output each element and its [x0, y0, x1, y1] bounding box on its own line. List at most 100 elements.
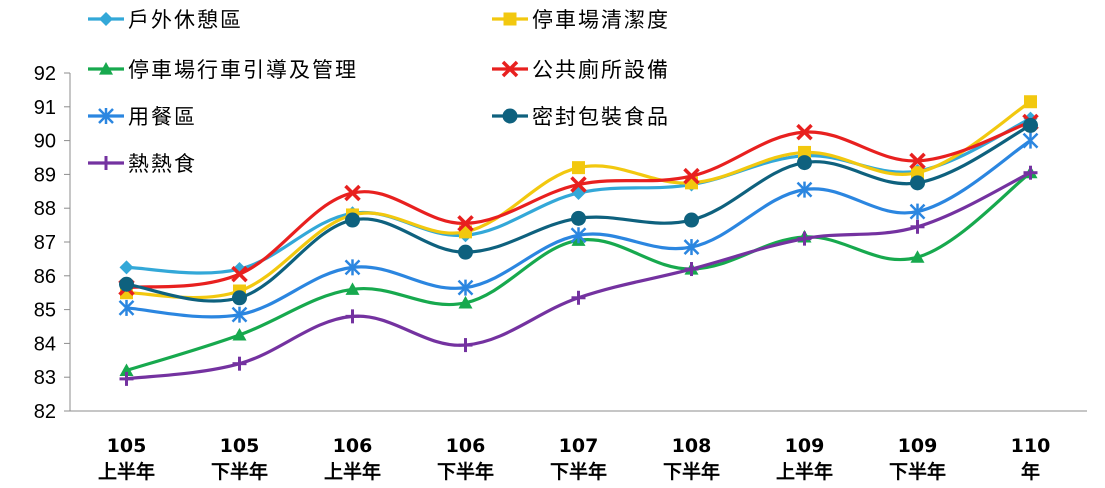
legend-label: 停車場行車引導及管理 [128, 58, 358, 82]
data-point-stroke [909, 152, 926, 170]
y-tick-label: 89 [34, 164, 56, 186]
x-tick-label-period: 上半年 [98, 460, 155, 483]
legend-label: 停車場清潔度 [532, 8, 670, 32]
x-tick-label-year: 107 [559, 435, 599, 457]
data-point [503, 12, 517, 26]
data-point [1023, 117, 1038, 133]
series-3 [118, 113, 1039, 296]
series-0 [119, 111, 1038, 277]
data-point [118, 299, 135, 316]
legend-label: 公共廁所設備 [532, 58, 670, 82]
data-point [684, 212, 699, 228]
data-point [458, 338, 473, 353]
data-point-stroke [501, 60, 519, 78]
data-point [458, 244, 473, 260]
data-point [797, 155, 812, 171]
x-tick-label-period: 下半年 [211, 460, 268, 483]
data-point [345, 282, 360, 295]
legend-item: 用餐區 [88, 105, 197, 129]
data-point [1022, 132, 1039, 149]
legend-item: 公共廁所設備 [492, 58, 670, 82]
y-tick-label: 83 [34, 367, 56, 389]
x-tick-label-year: 105 [107, 435, 147, 457]
legend-item: 停車場行車引導及管理 [88, 58, 358, 82]
data-point [502, 108, 518, 124]
series-4 [118, 132, 1039, 323]
series-6 [119, 165, 1038, 386]
y-tick-label: 92 [34, 63, 56, 85]
data-point [570, 176, 587, 193]
y-tick-label: 85 [34, 300, 56, 322]
series-line [126, 171, 1032, 372]
x-tick-label-period: 上半年 [776, 460, 833, 483]
data-point [232, 290, 247, 306]
data-point [572, 161, 585, 175]
data-point [119, 260, 134, 275]
data-point [119, 276, 134, 292]
data-point-stroke [231, 265, 248, 283]
data-point-stroke [570, 176, 587, 193]
data-point-stroke [457, 215, 474, 232]
x-tick-label-period: 年 [1021, 460, 1040, 483]
x-tick-label-period: 下半年 [437, 460, 494, 483]
data-point [119, 371, 134, 386]
x-tick-label-year: 106 [446, 435, 486, 457]
data-point [798, 145, 811, 159]
legend-label: 熱熱食 [128, 152, 197, 176]
data-point [684, 262, 699, 277]
data-point [570, 227, 587, 244]
data-point [683, 167, 700, 185]
series-line [126, 171, 1032, 381]
x-tick-label-period: 下半年 [663, 460, 720, 483]
data-point [909, 152, 926, 170]
data-point [344, 259, 361, 276]
data-point [99, 62, 113, 75]
data-point [796, 123, 813, 141]
data-point [797, 231, 812, 246]
y-tick-label: 88 [34, 198, 56, 220]
data-point [1023, 165, 1038, 180]
series-line [126, 120, 1032, 290]
data-point-stroke [683, 167, 700, 185]
x-tick-label-year: 106 [333, 435, 373, 457]
data-point [232, 327, 247, 341]
y-tick-label: 84 [34, 333, 56, 355]
legend-item: 熱熱食 [88, 152, 197, 176]
x-tick-label-year: 108 [672, 435, 712, 457]
data-point [909, 203, 926, 220]
data-point [344, 184, 361, 202]
data-point [232, 356, 247, 371]
data-point [910, 219, 925, 234]
data-point [571, 210, 586, 226]
x-tick-label-period: 下半年 [550, 460, 607, 483]
data-point [910, 250, 925, 263]
x-tick-label-period: 下半年 [889, 460, 946, 483]
legend-item: 停車場清潔度 [492, 8, 670, 32]
axes: 82 83 84 85 86 87 88 89 90 91 92 105 上半年 105 下半年 106 上半年… [34, 63, 1087, 483]
data-point [345, 212, 360, 228]
legend-label: 用餐區 [128, 105, 197, 129]
data-point [458, 295, 473, 309]
data-point [910, 175, 925, 191]
series-5 [119, 117, 1038, 306]
data-point [457, 279, 474, 296]
x-tick-label-year: 109 [898, 435, 938, 457]
legend-item: 戶外休憩區 [88, 8, 241, 32]
y-tick-label: 91 [34, 97, 56, 119]
data-point [98, 108, 114, 124]
data-point [911, 166, 924, 180]
legend-item: 密封包裝食品 [492, 105, 670, 129]
data-point [231, 265, 248, 283]
x-tick-label-year: 110 [1011, 435, 1051, 457]
data-point [796, 181, 813, 198]
data-point [501, 60, 519, 78]
data-point [99, 156, 113, 170]
x-tick-label-year: 105 [220, 435, 260, 457]
data-point [1024, 95, 1037, 109]
y-tick-label: 82 [34, 401, 56, 423]
legend-label: 密封包裝食品 [532, 105, 670, 129]
y-tick-label: 86 [34, 266, 56, 288]
y-tick-label: 90 [34, 131, 56, 153]
